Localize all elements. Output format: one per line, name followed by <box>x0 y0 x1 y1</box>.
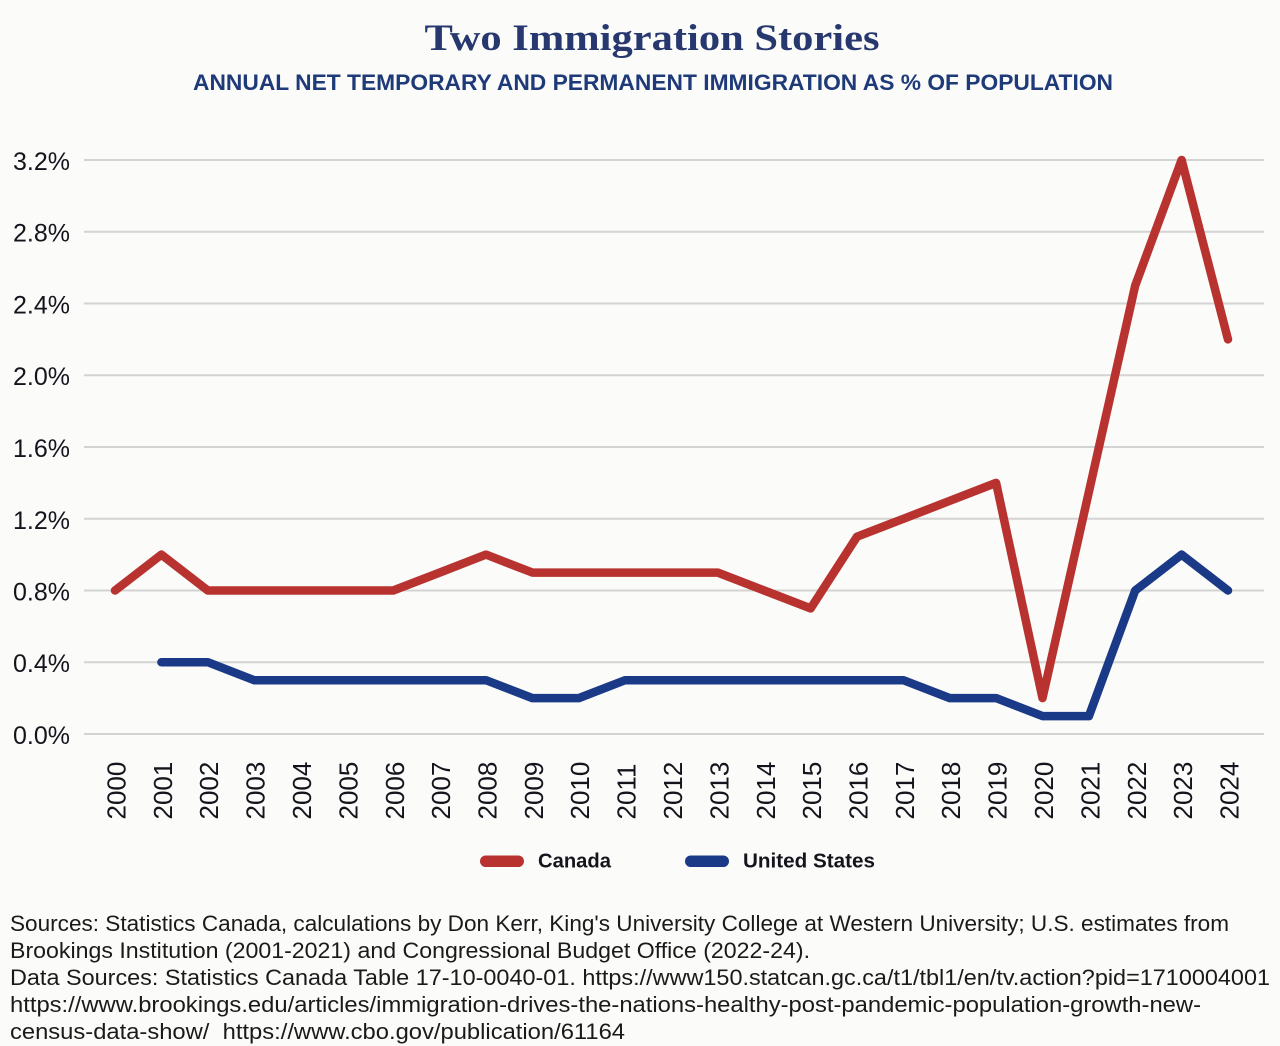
svg-text:2.0%: 2.0% <box>13 363 70 391</box>
svg-text:2023: 2023 <box>1168 762 1198 820</box>
svg-text:2010: 2010 <box>565 762 595 820</box>
svg-text:United States: United States <box>743 851 875 873</box>
svg-text:https://www.brookings.edu/arti: https://www.brookings.edu/articles/immig… <box>10 992 1201 1017</box>
svg-text:2013: 2013 <box>704 762 734 820</box>
svg-text:Brookings Institution (2001-20: Brookings Institution (2001-2021) and Co… <box>10 938 810 963</box>
svg-text:2024: 2024 <box>1215 762 1245 820</box>
svg-text:2005: 2005 <box>333 762 363 820</box>
svg-text:2002: 2002 <box>194 762 224 820</box>
svg-text:2014: 2014 <box>751 762 781 820</box>
svg-text:census-data-show/ https://www: census-data-show/ https://www.cbo.gov/pu… <box>10 1019 625 1044</box>
svg-text:2007: 2007 <box>426 762 456 820</box>
svg-text:2020: 2020 <box>1029 762 1059 820</box>
svg-text:1.6%: 1.6% <box>13 435 70 463</box>
svg-text:Data Sources: Statistics Canad: Data Sources: Statistics Canada Table 17… <box>10 965 1270 990</box>
svg-text:2017: 2017 <box>890 762 920 820</box>
svg-text:2001: 2001 <box>148 762 178 820</box>
svg-text:2015: 2015 <box>797 762 827 820</box>
svg-text:2019: 2019 <box>983 762 1013 820</box>
svg-text:Sources: Statistics Canada, ca: Sources: Statistics Canada, calculations… <box>10 911 1229 936</box>
svg-text:0.4%: 0.4% <box>13 650 70 678</box>
svg-text:2.4%: 2.4% <box>13 292 70 320</box>
svg-text:2018: 2018 <box>936 762 966 820</box>
svg-text:2009: 2009 <box>519 762 549 820</box>
svg-text:0.0%: 0.0% <box>13 722 70 750</box>
svg-text:2003: 2003 <box>241 762 271 820</box>
svg-text:2012: 2012 <box>658 762 688 820</box>
svg-text:2011: 2011 <box>612 764 642 820</box>
svg-text:0.8%: 0.8% <box>13 579 70 607</box>
svg-text:1.2%: 1.2% <box>13 507 70 535</box>
svg-text:2008: 2008 <box>473 762 503 820</box>
svg-text:2004: 2004 <box>287 762 317 820</box>
svg-text:2022: 2022 <box>1122 762 1152 820</box>
svg-text:3.2%: 3.2% <box>13 148 70 176</box>
svg-text:Two Immigration Stories: Two Immigration Stories <box>425 18 880 59</box>
svg-text:2021: 2021 <box>1075 762 1105 820</box>
svg-text:ANNUAL NET TEMPORARY AND PERMA: ANNUAL NET TEMPORARY AND PERMANENT IMMIG… <box>193 70 1113 95</box>
svg-text:2006: 2006 <box>380 762 410 820</box>
svg-text:2000: 2000 <box>102 762 132 820</box>
svg-text:Canada: Canada <box>538 851 612 873</box>
svg-text:2.8%: 2.8% <box>13 220 70 248</box>
svg-text:2016: 2016 <box>844 762 874 820</box>
